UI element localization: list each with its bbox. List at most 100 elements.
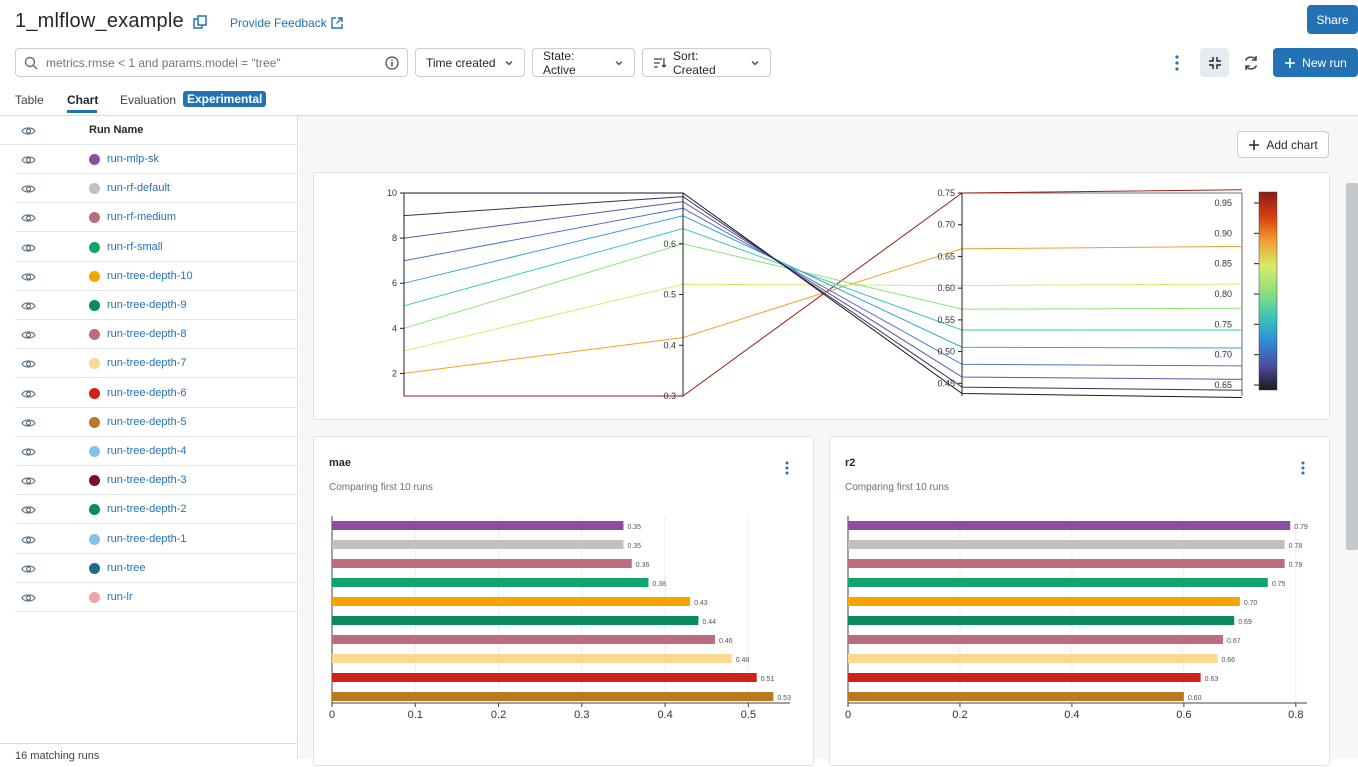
run-name-link[interactable]: run-tree-depth-5: [107, 415, 187, 428]
eye-icon[interactable]: [21, 125, 36, 137]
bar-value-label: 0.78: [1289, 562, 1303, 569]
pc-tick-label: 8: [392, 233, 397, 243]
run-row[interactable]: run-tree-depth-10: [15, 262, 297, 291]
run-name-link[interactable]: run-tree-depth-7: [107, 357, 187, 370]
chart-menu-icon[interactable]: [1301, 461, 1305, 475]
state-label: State: Active: [543, 48, 576, 77]
run-color-dot: [89, 183, 100, 195]
run-row[interactable]: run-rf-medium: [15, 203, 297, 233]
eye-icon[interactable]: [21, 417, 36, 429]
eye-icon[interactable]: [21, 563, 36, 575]
time-created-dropdown[interactable]: Time created: [415, 48, 525, 77]
run-name-link[interactable]: run-mlp-sk: [107, 153, 159, 165]
run-row[interactable]: run-tree-depth-6: [15, 379, 297, 408]
plus-icon: [1249, 139, 1260, 150]
run-color-dot: [89, 446, 100, 457]
eye-icon[interactable]: [21, 271, 36, 283]
pc-series-line: [404, 189, 1243, 397]
run-row[interactable]: run-tree-depth-3: [15, 466, 297, 496]
run-name-link[interactable]: run-tree-depth-2: [107, 503, 187, 516]
search-box[interactable]: [15, 48, 408, 77]
run-row[interactable]: run-tree-depth-7: [15, 349, 297, 379]
collapse-icon: [1208, 56, 1221, 69]
new-run-button[interactable]: New run: [1273, 48, 1358, 77]
bar-value-label: 0.66: [1221, 657, 1235, 664]
bar: [332, 597, 691, 606]
run-name-link[interactable]: run-tree-depth-3: [107, 474, 187, 487]
run-color-dot: [89, 270, 100, 282]
scrollbar[interactable]: [1346, 183, 1358, 550]
tab-table[interactable]: Table: [15, 93, 44, 107]
run-row[interactable]: run-tree-depth-9: [15, 291, 297, 320]
run-row[interactable]: run-mlp-sk: [15, 145, 297, 174]
bar-value-label: 0.36: [636, 562, 650, 569]
eye-icon[interactable]: [21, 242, 36, 254]
experimental-badge: Experimental: [183, 91, 267, 107]
run-name-link[interactable]: run-tree-depth-1: [107, 532, 187, 545]
eye-icon[interactable]: [21, 300, 36, 312]
run-row[interactable]: run-tree-depth-4: [15, 437, 297, 466]
run-name-link[interactable]: run-tree-depth-6: [107, 386, 187, 399]
eye-icon[interactable]: [21, 154, 36, 166]
run-row[interactable]: run-rf-default: [15, 174, 297, 204]
mae-bar-chart[interactable]: 0 0.1 0.2 0.3 0.4 0.5 0.35 0.35 0.36 0.38 0.43 0.44…: [314, 437, 815, 767]
compact-view-button[interactable]: [1200, 48, 1229, 77]
run-name-link[interactable]: run-rf-medium: [107, 211, 177, 224]
pc-tick-label: 2: [392, 368, 397, 378]
pc-tick-label: 0.60: [937, 283, 955, 293]
bar: [332, 616, 699, 625]
pc-series-line: [403, 207, 1243, 367]
provide-feedback-label: Provide Feedback: [230, 16, 327, 30]
run-name-link[interactable]: run-rf-default: [107, 182, 170, 195]
r2-bar-chart[interactable]: 0 0.2 0.4 0.6 0.8 0.79 0.78 0.78 0.75 0.70 0.69 0.6…: [830, 437, 1331, 767]
run-row[interactable]: run-tree-depth-2: [15, 495, 297, 525]
tab-chart[interactable]: Chart: [67, 93, 99, 107]
eye-icon[interactable]: [21, 534, 36, 546]
run-row[interactable]: run-tree-depth-5: [15, 408, 297, 437]
pc-tick-label: 0.55: [937, 315, 955, 325]
bar: [848, 616, 1235, 625]
bar: [332, 635, 716, 644]
colorbar-tick-label: 0.65: [1214, 380, 1232, 390]
eye-icon[interactable]: [21, 329, 36, 341]
eye-icon[interactable]: [21, 446, 36, 458]
run-row[interactable]: run-rf-small: [15, 233, 297, 262]
chart-subtitle: Comparing first 10 runs: [329, 482, 433, 493]
x-tick-label: 0: [845, 709, 851, 721]
provide-feedback-link[interactable]: Provide Feedback: [230, 16, 343, 30]
run-row[interactable]: run-lr: [15, 583, 297, 612]
eye-icon[interactable]: [21, 358, 36, 370]
refresh-icon[interactable]: [1242, 54, 1260, 72]
run-row[interactable]: run-tree-depth-1: [15, 525, 297, 554]
more-options-icon[interactable]: [1170, 54, 1184, 72]
copy-icon[interactable]: [193, 15, 207, 29]
run-name-link[interactable]: run-tree-depth-9: [107, 299, 187, 311]
eye-icon[interactable]: [21, 212, 36, 224]
info-icon[interactable]: [385, 55, 399, 70]
run-row[interactable]: run-tree: [15, 554, 297, 583]
run-name-link[interactable]: run-lr: [107, 591, 133, 603]
sort-dropdown[interactable]: Sort: Created: [642, 48, 771, 77]
parallel-coordinates-chart[interactable]: 2 4 6 8 10 0.3 0.4 0.5 0.6 0.45 0.50 0.55 0.60 0.65 0.…: [314, 173, 1331, 421]
share-button[interactable]: Share: [1307, 5, 1358, 34]
pc-tick-label: 0.75: [937, 188, 955, 198]
x-tick-label: 0.6: [1176, 709, 1191, 721]
eye-icon[interactable]: [21, 504, 36, 516]
chart-menu-icon[interactable]: [785, 461, 789, 475]
eye-icon[interactable]: [21, 592, 36, 604]
eye-icon[interactable]: [21, 475, 36, 487]
state-dropdown[interactable]: State: Active: [532, 48, 635, 77]
tab-evaluation[interactable]: Evaluation: [120, 93, 177, 107]
add-chart-button[interactable]: Add chart: [1237, 131, 1329, 158]
eye-icon[interactable]: [21, 183, 36, 195]
search-input[interactable]: [46, 55, 377, 70]
run-name-link[interactable]: run-tree-depth-10: [107, 269, 193, 282]
run-name-link[interactable]: run-tree-depth-8: [107, 328, 187, 341]
run-name-link[interactable]: run-rf-small: [107, 240, 163, 253]
eye-icon[interactable]: [21, 388, 36, 400]
run-name-link[interactable]: run-tree: [107, 561, 146, 574]
run-row[interactable]: run-tree-depth-8: [15, 320, 297, 350]
run-color-dot: [89, 300, 100, 311]
run-name-link[interactable]: run-tree-depth-4: [107, 445, 187, 457]
pc-tick-label: 0.45: [937, 378, 955, 388]
